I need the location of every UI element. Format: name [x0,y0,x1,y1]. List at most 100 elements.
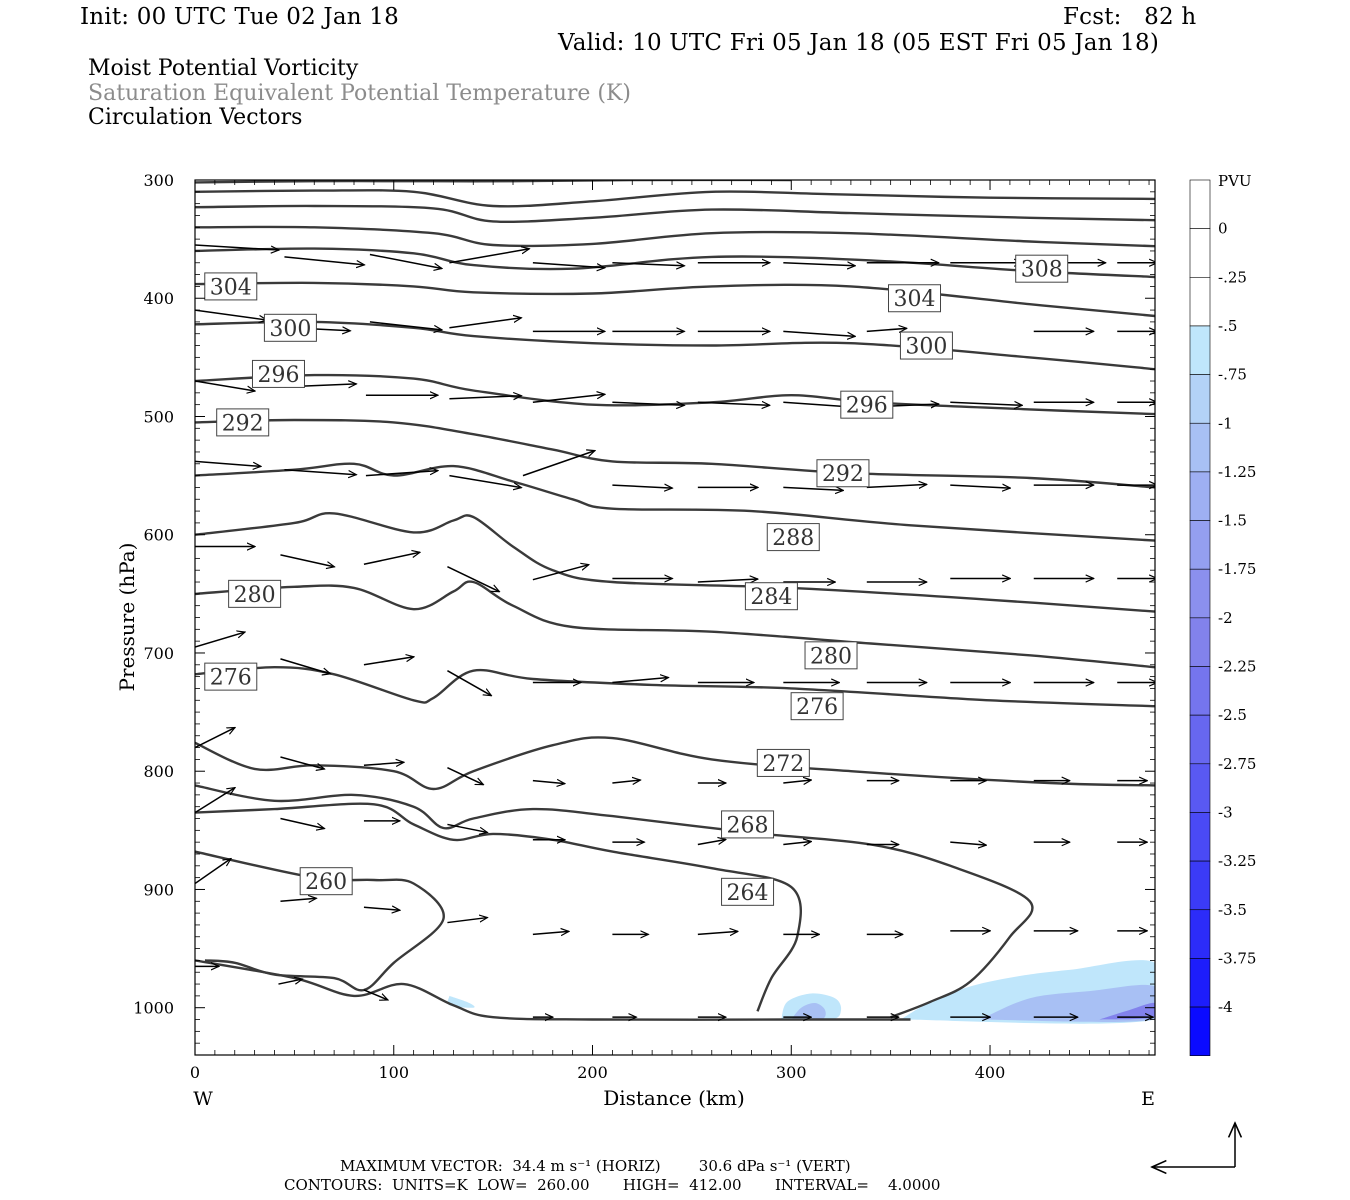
circulation-vector [532,394,605,404]
contour-label-text: 264 [727,881,769,906]
contour-label-text: 272 [762,752,804,777]
theta-es-contour [195,512,1155,613]
circulation-vector [195,244,279,250]
theta-es-contour [195,247,1155,279]
circulation-vector [447,766,483,786]
contour-label-box [840,390,894,419]
contour-label-box [251,359,305,388]
contour-label: 276 [790,692,844,721]
circulation-vector [866,328,907,331]
contour-label: 284 [744,582,798,611]
colorbar-segment [1189,276,1211,327]
pv-shaded-region [980,984,1155,1022]
y-tick-label: 900 [143,880,174,899]
y-tick-label: 600 [143,526,174,545]
contour-label-text: 260 [305,870,347,895]
circulation-vector [697,402,770,405]
contour-label-text: 276 [210,666,252,691]
y-tick-label: 400 [143,289,174,308]
y-tick-label: 500 [143,407,174,426]
colorbar-label: -1.75 [1218,560,1256,578]
circulation-vector [363,989,388,1000]
circulation-vector [280,658,330,674]
contour-label: 308 [1015,254,1069,283]
circulation-vector [195,309,267,320]
contour-label: 268 [721,810,775,839]
contour-label: 264 [721,877,775,906]
colorbar-label: -1.5 [1218,512,1247,530]
circulation-vector [195,726,235,749]
circulation-vector [449,396,521,399]
title-moist-pv: Moist Potential Vorticity [88,56,359,81]
colorbar-label: -.75 [1218,366,1247,384]
circulation-vector [697,840,726,846]
y-tick-label: 800 [143,762,174,781]
contour-layer [195,180,1155,1021]
contour-label: 280 [228,579,282,608]
contour-label-text: 292 [222,411,264,436]
contour-label-box [744,582,798,611]
y-tick-label: 700 [143,644,174,663]
contour-label-box [204,662,258,691]
contour-label-box [888,284,942,313]
theta-es-contour [195,462,1155,542]
circulation-vector [280,898,316,901]
theta-es-contour [195,666,1155,708]
contour-label-text: 296 [846,394,888,419]
pv-colorbar: 0 -.25 -.5 -.75 -1 -1.25 -1.5 -1.75 -2 -2.25 -2.5 -… [1189,179,1256,1056]
colorbar-segment [1189,909,1211,959]
west-label: W [193,1088,213,1110]
contour-label-text: 292 [822,462,864,487]
contour-label-text: 300 [905,335,947,360]
plot-frame [194,179,1156,1056]
circulation-vector [369,321,442,330]
pv-shaded-region [1099,1002,1155,1020]
circulation-vector [697,579,758,582]
contour-label: 260 [299,867,353,896]
contour-label-text: 280 [234,583,276,608]
theta-es-contour [195,225,1155,248]
contour-label-box [756,748,810,777]
contour-label-text: 284 [750,585,792,610]
colorbar-segment [1189,374,1211,424]
colorbar-label: -2 [1218,609,1233,627]
colorbar-segment [1189,812,1211,862]
colorbar-segment [1189,617,1211,667]
circulation-vector [280,817,324,829]
contour-label-box [216,408,270,437]
east-label: E [1141,1088,1155,1110]
contour-label-box [790,692,844,721]
colorbar-label: -2.75 [1218,755,1256,773]
title-theta-es: Saturation Equivalent Potential Temperat… [88,81,631,106]
colorbar-label: -1.25 [1218,463,1256,481]
contour-label-text: 304 [210,275,252,300]
valid-time: Valid: 10 UTC Fri 05 Jan 18 (05 EST Fri … [558,30,1159,56]
colorbar-label: -1 [1218,414,1233,432]
contour-label: 304 [888,284,942,313]
contour-label-box [299,867,353,896]
y-tick-label: 1000 [133,999,174,1018]
colorbar-segment [1189,179,1211,229]
init-time: Init: 00 UTC Tue 02 Jan 18 [80,4,399,30]
contour-label-text: 268 [727,813,769,838]
y-tick-label: 300 [143,171,174,190]
circulation-vector [280,554,334,567]
vector-layer [195,244,1155,1017]
theta-es-contour [195,580,1155,669]
circulation-vector [783,330,855,336]
colorbar-segment [1189,666,1211,716]
contour-label: 300 [899,331,953,360]
contour-label-text: 304 [894,287,936,312]
colorbar-segment [1189,422,1211,473]
contour-label-box [228,579,282,608]
circulation-vector [783,842,811,845]
forecast-hour: Fcst: 82 h [1063,4,1197,30]
circulation-vector [449,249,529,264]
colorbar-label: -3 [1218,803,1233,821]
contour-label-text: 276 [796,695,838,720]
contour-label-text: 300 [269,317,311,342]
theta-es-contour [195,320,1155,371]
theta-es-contour [195,418,1155,489]
contour-info: CONTOURS: UNITS=K LOW= 260.00 HIGH= 412.… [284,1176,941,1194]
